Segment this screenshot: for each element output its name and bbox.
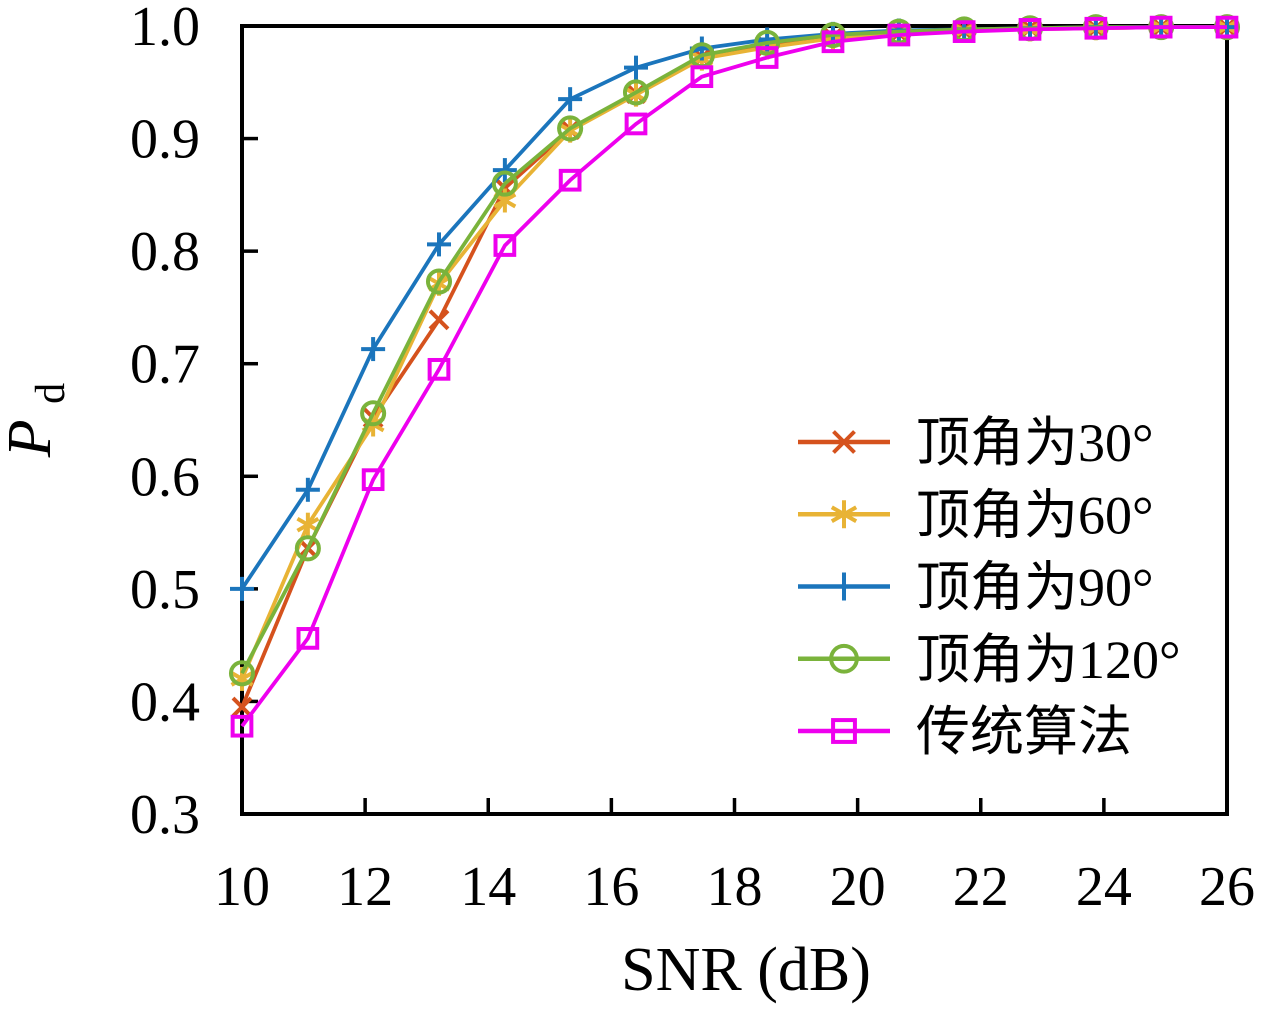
- x-tick-label-20: 20: [830, 856, 886, 918]
- circle-marker-icon: [425, 268, 453, 295]
- legend-label: 顶角为60°: [916, 485, 1154, 545]
- square-marker-icon: [558, 168, 582, 192]
- legend-label: 传统算法: [916, 702, 1132, 762]
- plus-marker-icon: [624, 55, 648, 80]
- y-tick-label-1.0: 1.0: [130, 0, 200, 58]
- legend-asterisk-marker-icon: [830, 500, 858, 529]
- plus-marker-icon: [427, 232, 451, 257]
- y-tick-label-0.7: 0.7: [130, 334, 200, 396]
- x-tick-label-24: 24: [1076, 856, 1132, 918]
- square-marker-icon: [296, 627, 320, 650]
- x-tick-label-26: 26: [1199, 856, 1255, 918]
- y-axis-label-sub: d: [28, 383, 74, 404]
- square-marker-icon: [952, 20, 976, 43]
- legend-x-marker-icon: [832, 430, 856, 454]
- x-tick-label-10: 10: [214, 856, 270, 918]
- square-marker-icon: [1018, 18, 1042, 41]
- x-marker-icon: [231, 696, 253, 718]
- legend: 顶角为30° 顶角为60° 顶角为90° 顶角为120° 传统算法: [798, 413, 1181, 762]
- square-marker-icon: [493, 234, 517, 257]
- plus-marker-icon: [492, 158, 517, 183]
- plot-area: 10 12 14 16 18 20 22 24 26 0.3 0.4 0.5 0.6 0.7 0.8 0.9 1…: [130, 0, 1255, 918]
- x-tick-label-16: 16: [583, 856, 639, 918]
- x-axis-label: SNR (dB): [621, 936, 871, 1004]
- y-tick-label-0.8: 0.8: [130, 221, 200, 283]
- square-marker-icon: [1149, 15, 1173, 39]
- legend-label: 顶角为90°: [916, 558, 1154, 618]
- square-marker-icon: [1084, 16, 1108, 40]
- y-axis-label: P d: [0, 383, 74, 458]
- y-tick-label-0.4: 0.4: [130, 671, 200, 733]
- legend-label: 顶角为30°: [916, 413, 1154, 473]
- circle-marker-icon: [622, 79, 650, 106]
- x-marker-icon: [428, 309, 450, 331]
- square-marker-icon: [821, 30, 845, 54]
- y-tick-label-0.9: 0.9: [130, 109, 200, 171]
- legend-entry-apex-30: 顶角为30°: [798, 413, 1154, 473]
- square-marker-icon: [624, 112, 648, 136]
- square-marker-icon: [887, 23, 911, 47]
- legend-entry-apex-60: 顶角为60°: [798, 485, 1154, 545]
- square-marker-icon: [690, 65, 714, 89]
- plus-marker-icon: [361, 337, 386, 362]
- y-tick-label-0.3: 0.3: [130, 784, 200, 846]
- x-tick-label-22: 22: [953, 856, 1009, 918]
- plus-marker-icon: [295, 477, 320, 502]
- y-tick-label-0.6: 0.6: [130, 446, 200, 508]
- circle-marker-icon: [228, 660, 256, 687]
- series-line-traditional: [240, 25, 1227, 728]
- circle-marker-icon: [360, 400, 387, 427]
- square-marker-icon: [1215, 15, 1239, 39]
- legend-entry-traditional: 传统算法: [798, 702, 1132, 762]
- x-tick-label-14: 14: [460, 856, 516, 918]
- circle-marker-icon: [754, 29, 781, 56]
- circle-marker-icon: [557, 115, 584, 142]
- square-marker-icon: [230, 714, 254, 738]
- plus-marker-icon: [230, 576, 254, 601]
- series-traditional: [230, 15, 1239, 738]
- x-tick-label-12: 12: [337, 856, 393, 918]
- legend-circle-marker-icon: [829, 643, 859, 674]
- asterisk-marker-icon: [296, 512, 320, 537]
- x-tick-label-18: 18: [707, 856, 763, 918]
- legend-entry-apex-120: 顶角为120°: [798, 630, 1181, 690]
- legend-square-marker-icon: [831, 718, 857, 744]
- square-marker-icon: [361, 468, 385, 492]
- square-marker-icon: [427, 357, 451, 381]
- legend-entry-apex-90: 顶角为90°: [798, 558, 1154, 618]
- square-marker-icon: [755, 46, 779, 69]
- circle-marker-icon: [294, 535, 321, 562]
- circle-marker-icon: [491, 170, 518, 197]
- legend-label: 顶角为120°: [916, 630, 1181, 690]
- legend-plus-marker-icon: [830, 572, 858, 601]
- y-axis-label-main: P: [0, 419, 64, 458]
- plus-marker-icon: [558, 87, 583, 112]
- y-tick-label-0.5: 0.5: [130, 559, 200, 621]
